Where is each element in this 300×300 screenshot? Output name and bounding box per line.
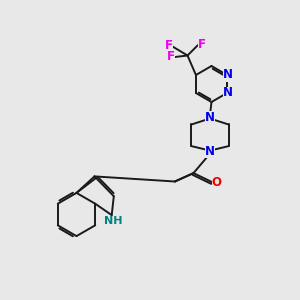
- Text: N: N: [223, 68, 233, 82]
- Text: N: N: [205, 111, 215, 124]
- Text: O: O: [212, 176, 222, 189]
- Text: F: F: [167, 50, 175, 64]
- Text: NH: NH: [104, 215, 122, 226]
- Text: F: F: [165, 39, 172, 52]
- Text: N: N: [205, 145, 215, 158]
- Text: F: F: [198, 38, 206, 51]
- Text: N: N: [223, 86, 233, 100]
